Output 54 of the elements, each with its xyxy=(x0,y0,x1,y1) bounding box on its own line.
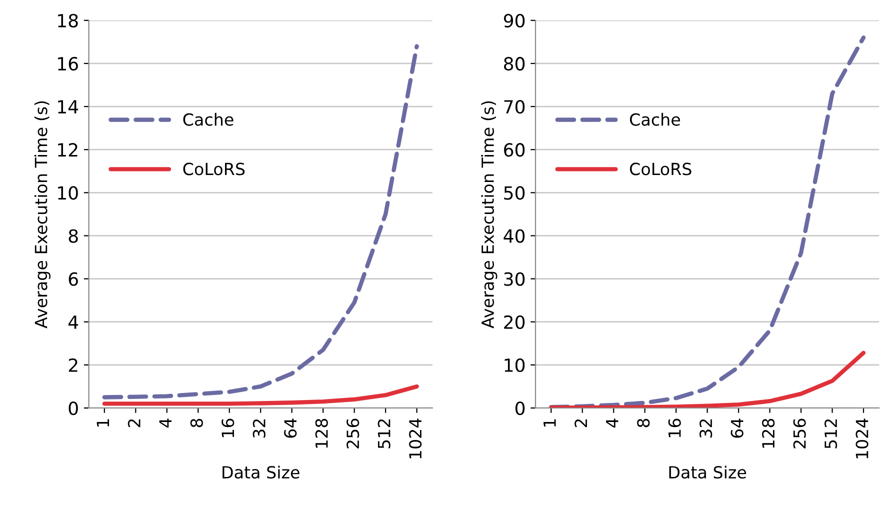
x-tick-label: 2 xyxy=(128,419,140,428)
y-tick-label: 50 xyxy=(504,186,525,200)
x-tick-label: 1 xyxy=(96,419,110,426)
line-series xyxy=(102,384,419,406)
x-tick-label: 512 xyxy=(824,419,838,448)
y-tick-label: 2 xyxy=(68,358,78,372)
x-tick-label: 512 xyxy=(378,419,390,448)
y-tick-label: 20 xyxy=(504,315,525,329)
legend-label: CoLoRS xyxy=(183,162,245,176)
y-tick-label: 80 xyxy=(504,56,525,71)
y-tick-label: 14 xyxy=(58,100,78,114)
y-tick-label: 40 xyxy=(504,229,525,243)
y-tick-label: 18 xyxy=(58,14,78,28)
line-series xyxy=(549,36,866,408)
y-tick-label: 30 xyxy=(504,272,525,286)
line-series xyxy=(549,350,866,408)
y-tick-label: 16 xyxy=(58,56,78,71)
x-tick-label: 64 xyxy=(284,418,297,438)
x-tick-label: 4 xyxy=(159,418,172,428)
x-tick-label: 1024 xyxy=(856,418,868,458)
y-tick-label: 0 xyxy=(515,401,525,416)
legend-label: Cache xyxy=(630,112,680,126)
y-axis-title: Average Execution Time (s) xyxy=(481,101,498,328)
legend-label: CoLoRS xyxy=(630,162,692,176)
x-tick-label: 128 xyxy=(315,418,328,448)
y-tick-label: 6 xyxy=(68,272,78,286)
x-axis-title: Data Size xyxy=(669,466,746,479)
x-tick-label: 2 xyxy=(574,419,587,428)
y-tick-label: 60 xyxy=(504,143,525,157)
y-tick-label: 90 xyxy=(504,14,525,28)
x-tick-label: 32 xyxy=(700,419,712,438)
y-tick-label: 4 xyxy=(68,316,78,329)
x-tick-label: 1024 xyxy=(409,418,422,458)
x-tick-label: 64 xyxy=(730,418,744,438)
y-tick-label: 8 xyxy=(68,229,78,243)
x-tick-label: 8 xyxy=(637,418,650,428)
x-tick-label: 4 xyxy=(606,418,618,428)
y-tick-label: 12 xyxy=(58,143,78,156)
x-axis-title: Data Size xyxy=(222,466,300,479)
x-tick-label: 256 xyxy=(346,418,360,448)
x-tick-label: 32 xyxy=(252,419,266,438)
x-tick-label: 8 xyxy=(190,418,203,428)
y-tick-label: 70 xyxy=(504,100,525,114)
legend-label: Cache xyxy=(183,112,234,126)
y-tick-label: 0 xyxy=(68,401,78,416)
x-tick-label: 256 xyxy=(793,418,806,448)
x-tick-label: 16 xyxy=(222,418,234,438)
y-axis-title: Average Execution Time (s) xyxy=(34,101,51,328)
y-tick-label: 10 xyxy=(504,358,525,372)
line-series xyxy=(102,44,419,400)
y-tick-label: 10 xyxy=(58,186,78,200)
x-tick-label: 128 xyxy=(762,418,775,448)
x-tick-label: 1 xyxy=(544,419,556,426)
x-tick-label: 16 xyxy=(668,418,681,438)
